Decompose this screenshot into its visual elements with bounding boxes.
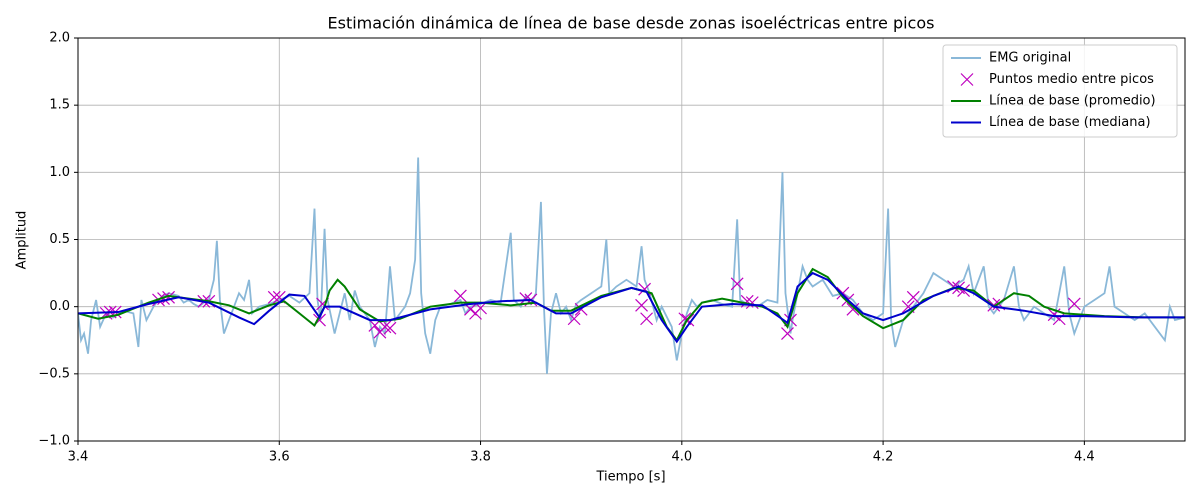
scatter-point bbox=[378, 320, 392, 334]
y-tick-label: 0.5 bbox=[49, 232, 70, 247]
scatter-point bbox=[453, 289, 467, 303]
scatter-point bbox=[745, 296, 759, 310]
scatter-point bbox=[987, 298, 1001, 312]
scatter-point bbox=[635, 298, 648, 312]
scatter-point bbox=[1067, 297, 1081, 311]
legend-label: Línea de base (promedio) bbox=[989, 94, 1156, 109]
scatter-point bbox=[906, 290, 920, 304]
y-tick-label: 2.0 bbox=[49, 31, 70, 46]
y-tick-label: 0.0 bbox=[49, 299, 70, 314]
scatter-point bbox=[640, 312, 654, 326]
plot-area bbox=[78, 157, 1185, 374]
scatter-point bbox=[383, 321, 397, 335]
legend-label: Línea de base (mediana) bbox=[989, 115, 1151, 130]
x-axis-label: Tiempo [s] bbox=[595, 470, 665, 485]
scatter-point bbox=[567, 312, 581, 326]
scatter-point bbox=[846, 302, 860, 316]
x-tick-label: 4.4 bbox=[1074, 450, 1095, 465]
y-tick-label: 1.0 bbox=[49, 165, 70, 180]
scatter-point bbox=[730, 277, 744, 291]
plot-frame bbox=[77, 37, 1186, 442]
scatter-point bbox=[267, 290, 281, 304]
legend-label: EMG original bbox=[989, 51, 1071, 66]
y-axis-label: Amplitud bbox=[15, 211, 30, 270]
legend-marker bbox=[960, 73, 974, 86]
legend-label: Puntos medio entre picos bbox=[989, 72, 1154, 87]
scatter-point bbox=[1052, 312, 1066, 326]
x-tick-label: 3.6 bbox=[269, 450, 290, 465]
scatter-point bbox=[836, 286, 850, 300]
series-line bbox=[78, 271, 1185, 344]
y-tick-label: 1.5 bbox=[49, 98, 70, 113]
x-tick-label: 3.4 bbox=[68, 450, 89, 465]
x-tick-label: 3.8 bbox=[470, 450, 491, 465]
chart-title: Estimación dinámica de línea de base des… bbox=[328, 14, 935, 33]
y-tick-label: −0.5 bbox=[38, 366, 70, 381]
x-tick-label: 4.2 bbox=[873, 450, 894, 465]
x-tick-label: 4.0 bbox=[671, 450, 692, 465]
scatter-point bbox=[781, 327, 794, 340]
legend-box bbox=[942, 44, 1178, 138]
y-tick-label: −1.0 bbox=[38, 434, 70, 449]
